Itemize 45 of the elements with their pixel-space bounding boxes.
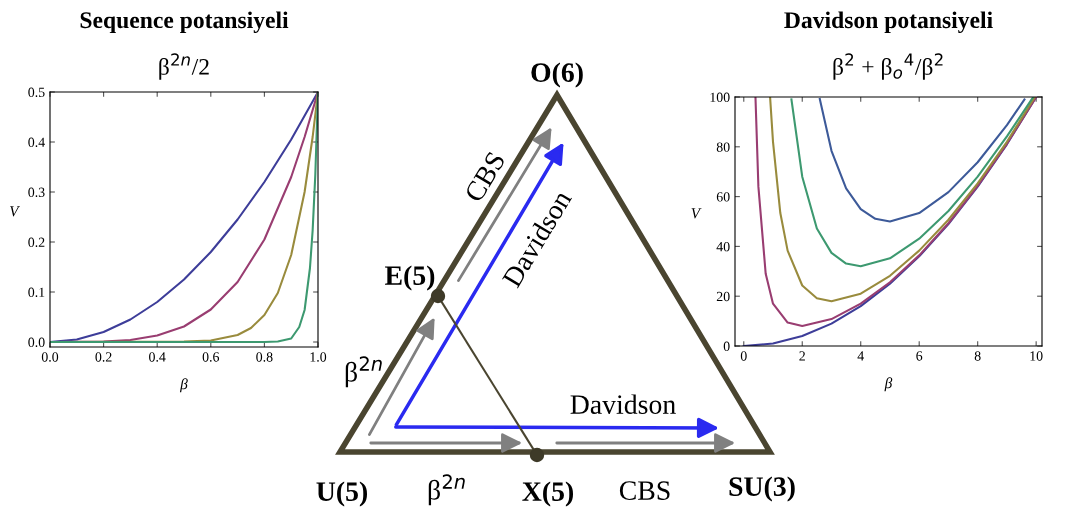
text: U(5) [316,481,367,507]
line-series [769,97,1036,303]
chart-title: Davidson potansiyeli [784,11,993,33]
text: CBS [619,481,670,500]
text: X(5) [522,481,573,507]
y-axis-title: V [691,208,702,219]
y-tick-label: 60 [716,192,730,202]
y-tick-label: 0.5 [28,87,45,98]
y-tick-label: 0 [723,341,730,351]
text: E(5) [385,265,435,291]
y-tick-label: 0.3 [28,187,45,198]
text: β$^{2n}$ [428,474,465,506]
y-tick-label: 20 [716,291,730,302]
x-tick-label: 0.2 [95,352,112,362]
x-tick-label: 4 [857,351,864,361]
y-tick-label: 0.0 [28,337,45,348]
x-axis-title: β [179,378,188,393]
y-tick-label: 40 [716,241,730,252]
x-tick-label: 0.4 [149,352,166,362]
y-tick-label: 100 [710,92,730,102]
line-series [50,92,318,344]
line-series [790,97,1035,268]
line-series [818,97,1026,223]
chart-title: Sequence potansiyeli [80,11,289,33]
y-axis-title: V [10,206,21,217]
x-tick-label: 6 [916,351,923,361]
x-tick-label: 2 [799,351,805,361]
y-tick-label: 0.1 [28,287,45,298]
x-axis-title: β [884,377,893,392]
x-tick-label: 0.8 [256,352,273,362]
x-tick-label: 0.0 [41,352,59,362]
x-tick-label: 1.0 [310,352,327,362]
text: Davidson [570,394,676,414]
y-tick-label: 80 [716,142,730,152]
x-tick-label: 0.6 [202,352,220,362]
x-tick-label: 8 [974,351,981,361]
text: O(6) [531,62,583,88]
x-tick-label: 0 [740,351,747,361]
chart-subtitle: β$^{2n}$/2 [159,53,209,80]
text: SU(3) [729,476,795,502]
text: β$^{2n}$ [345,356,382,388]
y-tick-label: 0.2 [28,237,45,248]
chart-subtitle: β$^{2}$ + β$_{o}$$^{4}$/β$^{2}$ [833,53,943,80]
y-tick-label: 0.4 [28,137,45,148]
x-tick-label: 10 [1030,351,1043,361]
